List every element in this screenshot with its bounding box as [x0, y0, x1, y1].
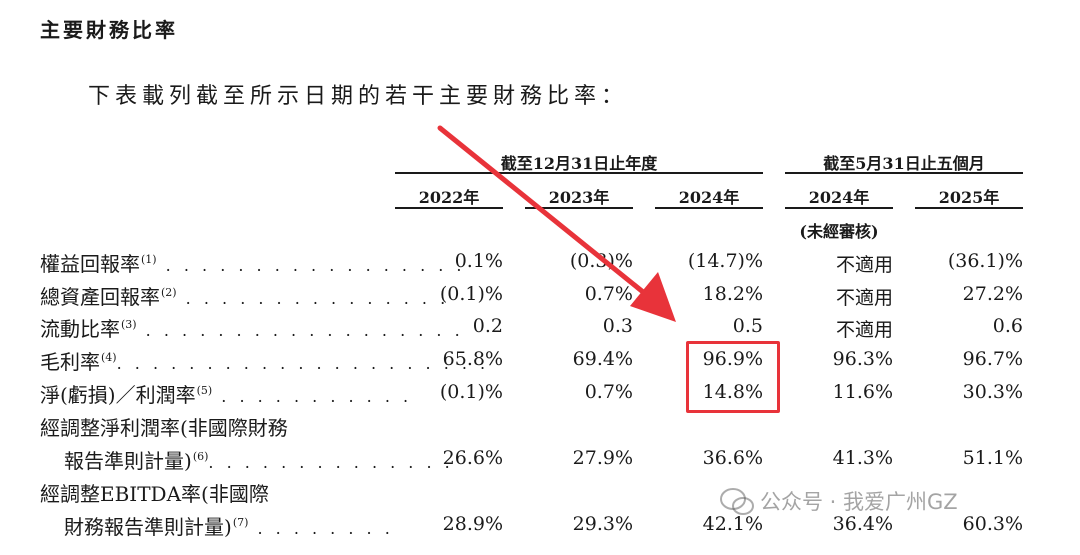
column-rule-2024 [655, 207, 763, 209]
cell-gross-margin-2025-interim: 96.7% [962, 348, 1023, 370]
cell-adjusted-net-margin-2022: 26.6% [442, 447, 503, 469]
cell-adjusted-ebitda-margin-2022: 28.9% [442, 513, 503, 535]
cell-current-ratio-2022: 0.2 [472, 315, 503, 337]
cell-adjusted-ebitda-margin-2025-interim: 60.3% [962, 513, 1023, 535]
column-header-2022: 2022年 [418, 188, 480, 207]
column-rule-2025-interim [915, 207, 1023, 209]
cell-adjusted-net-margin-2024-interim: 41.3% [832, 447, 893, 469]
column-rule-2022 [395, 207, 503, 209]
column-header-2025-interim: 2025年 [938, 188, 1000, 207]
watermark-text: 公众号 · 我爱广州GZ [760, 490, 958, 514]
row-label-roe: 權益回報率(1) . . . . . . . . . . . . . . . .… [40, 252, 466, 276]
cell-gross-margin-2022: 65.8% [442, 348, 503, 370]
cell-roa-2023: 0.7% [584, 283, 633, 305]
cell-roe-2022: 0.1% [454, 250, 503, 272]
column-rule-2023 [525, 207, 633, 209]
column-header-2024-interim: 2024年 [808, 188, 870, 207]
cell-current-ratio-2024-interim: 不適用 [835, 319, 893, 341]
cell-gross-margin-2024-interim: 96.3% [832, 348, 893, 370]
row-label-adjusted-net-margin: 經調整淨利潤率(非國際財務 [40, 416, 288, 440]
group-header-year-end: 截至12月31日止年度 [500, 154, 658, 173]
group-rule-year-end [395, 172, 763, 174]
cell-adjusted-ebitda-margin-2024-interim: 36.4% [832, 513, 893, 535]
row-label-adjusted-net-margin-cont: 報告準則計量)(6). . . . . . . . . . . . . . [64, 449, 454, 473]
cell-net-margin-2024: 14.8% [702, 381, 763, 403]
unaudited-note: (未經審核) [799, 222, 879, 241]
cell-adjusted-net-margin-2024: 36.6% [702, 447, 763, 469]
row-label-current-ratio: 流動比率(3) . . . . . . . . . . . . . . . . … [40, 317, 464, 341]
group-rule-five-months [785, 172, 1023, 174]
cell-roe-2025-interim: (36.1)% [947, 250, 1023, 272]
section-heading: 主要財務比率 [40, 18, 178, 42]
row-label-adjusted-ebitda-margin: 經調整EBITDA率(非國際 [40, 482, 269, 506]
cell-gross-margin-2023: 69.4% [572, 348, 633, 370]
column-header-2024: 2024年 [678, 188, 740, 207]
column-rule-2024-interim [785, 207, 893, 209]
cell-roa-2024: 18.2% [702, 283, 763, 305]
highlight-box [686, 341, 780, 413]
cell-current-ratio-2025-interim: 0.6 [992, 315, 1023, 337]
cell-net-margin-2025-interim: 30.3% [962, 381, 1023, 403]
row-label-adjusted-ebitda-margin-cont: 財務報告準則計量)(7) . . . . . . . . [64, 515, 394, 539]
row-label-gross-margin: 毛利率(4). . . . . . . . . . . . . . . . . … [40, 350, 490, 374]
cell-net-margin-2023: 0.7% [584, 381, 633, 403]
cell-net-margin-2024-interim: 11.6% [832, 381, 893, 403]
wechat-icon [720, 488, 754, 515]
cell-roa-2025-interim: 27.2% [962, 283, 1023, 305]
cell-net-margin-2022: (0.1)% [439, 381, 503, 403]
cell-roe-2024: (14.7)% [687, 250, 763, 272]
group-header-five-months: 截至5月31日止五個月 [823, 154, 985, 173]
cell-adjusted-ebitda-margin-2024: 42.1% [702, 513, 763, 535]
row-label-roa: 總資產回報率(2) . . . . . . . . . . . . . . . [40, 285, 450, 309]
intro-sentence: 下表載列截至所示日期的若干主要財務比率： [88, 84, 629, 109]
cell-roa-2022: (0.1)% [439, 283, 503, 305]
cell-roa-2024-interim: 不適用 [835, 287, 893, 309]
cell-adjusted-net-margin-2023: 27.9% [572, 447, 633, 469]
cell-roe-2024-interim: 不適用 [835, 254, 893, 276]
cell-current-ratio-2023: 0.3 [602, 315, 633, 337]
cell-gross-margin-2024: 96.9% [702, 348, 763, 370]
cell-adjusted-ebitda-margin-2023: 29.3% [572, 513, 633, 535]
cell-adjusted-net-margin-2025-interim: 51.1% [962, 447, 1023, 469]
row-label-net-margin: 淨(虧損)／利潤率(5) . . . . . . . . . . . [40, 383, 413, 407]
cell-current-ratio-2024: 0.5 [732, 315, 763, 337]
column-header-2023: 2023年 [548, 188, 610, 207]
